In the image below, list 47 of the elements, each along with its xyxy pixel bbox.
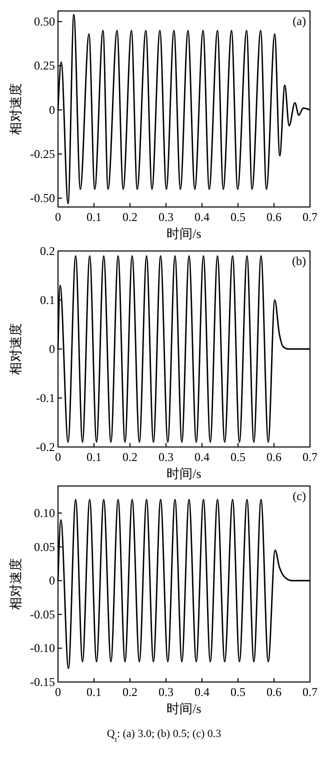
x-tick-label: 0.7 bbox=[302, 210, 318, 224]
annotation: (b) bbox=[292, 254, 306, 268]
text: Q$_{t}$: (a) 3.0; (b) 0.5; (c) 0.3 bbox=[106, 728, 222, 744]
y-tick-label: 0 bbox=[49, 574, 55, 588]
y-tick-label: -0.25 bbox=[30, 147, 55, 162]
y-tick-label: 0.10 bbox=[34, 506, 55, 520]
y-axis-title: 相对速度 bbox=[8, 558, 23, 610]
annotation: (c) bbox=[292, 489, 306, 503]
y-tick-label: 0 bbox=[49, 102, 55, 117]
y-tick-label: 0.1 bbox=[40, 293, 55, 307]
x-axis-title: 时间/s bbox=[166, 226, 202, 241]
y-tick-label: -0.2 bbox=[36, 440, 55, 454]
y-tick-label: -0.50 bbox=[30, 191, 55, 206]
y-tick-label: 0.05 bbox=[34, 540, 55, 554]
x-tick-label: 0.4 bbox=[194, 450, 210, 464]
x-tick-label: 0.3 bbox=[158, 450, 174, 464]
annotation: (a) bbox=[292, 14, 306, 28]
y-tick-label: -0.10 bbox=[30, 641, 55, 656]
x-tick-label: 0.5 bbox=[230, 685, 246, 699]
x-tick-label: 0.2 bbox=[122, 450, 138, 464]
y-tick-label: -0.05 bbox=[30, 607, 55, 622]
x-tick-label: 0.1 bbox=[86, 450, 102, 464]
y-axis-title: 相对速度 bbox=[8, 83, 23, 135]
x-tick-label: 0.2 bbox=[122, 685, 138, 699]
y-tick-label: 0.50 bbox=[34, 14, 55, 29]
x-tick-label: 0.6 bbox=[266, 685, 282, 699]
y-tick-label: 0 bbox=[49, 342, 55, 356]
x-tick-label: 0.5 bbox=[230, 450, 246, 464]
x-tick-label: 0.6 bbox=[266, 450, 282, 464]
y-tick-label: -0.15 bbox=[30, 675, 55, 689]
x-tick-label: 0.6 bbox=[266, 210, 282, 224]
x-tick-label: 0.7 bbox=[302, 450, 318, 464]
x-tick-label: 0.5 bbox=[230, 210, 246, 224]
x-tick-label: 0.4 bbox=[194, 685, 210, 699]
x-tick-label: 0.3 bbox=[158, 210, 174, 224]
y-tick-label: 0.25 bbox=[34, 58, 55, 73]
x-tick-label: 0.1 bbox=[86, 685, 102, 699]
y-tick-label: -0.1 bbox=[36, 391, 55, 405]
x-tick-label: 0.1 bbox=[86, 210, 102, 224]
x-axis-title: 时间/s bbox=[166, 466, 202, 481]
x-tick-label: 0.7 bbox=[302, 685, 318, 699]
x-tick-label: 0.4 bbox=[194, 210, 210, 224]
x-tick-label: 0.3 bbox=[158, 685, 174, 699]
y-tick-label: 0.2 bbox=[40, 244, 55, 258]
x-axis-title: 时间/s bbox=[166, 701, 202, 716]
x-tick-label: 0.2 bbox=[122, 210, 138, 224]
y-axis-title: 相对速度 bbox=[8, 323, 23, 375]
